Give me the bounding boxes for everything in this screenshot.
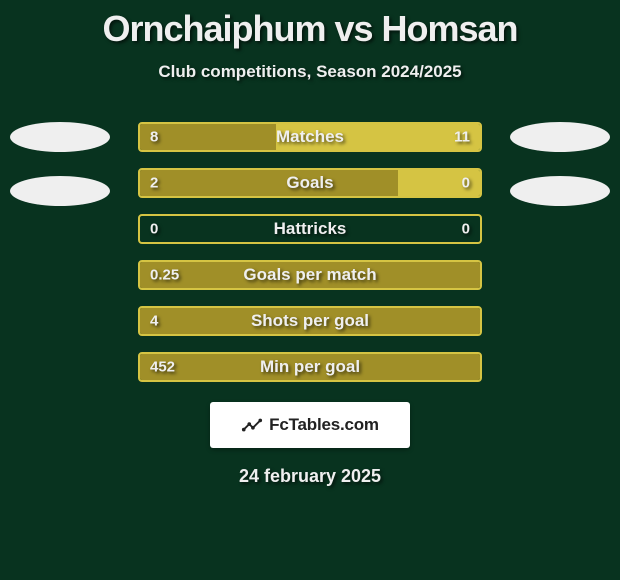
bar-row: Hattricks 0 0: [138, 214, 482, 244]
bar-value-left: 452: [150, 359, 175, 376]
team-b-logo-1: [510, 122, 610, 152]
date-label: 24 february 2025: [0, 466, 620, 487]
bar-label: Matches: [276, 127, 344, 147]
page-title: Ornchaiphum vs Homsan: [0, 0, 620, 50]
team-b-logo-2: [510, 176, 610, 206]
bar-value-left: 8: [150, 129, 158, 146]
team-a-logo-1: [10, 122, 110, 152]
bar-row: Shots per goal 4: [138, 306, 482, 336]
bar-label: Goals: [286, 173, 333, 193]
bar-row: Matches 8 11: [138, 122, 482, 152]
bar-segment-left: [140, 124, 276, 150]
chart-icon: [241, 414, 263, 436]
bar-label: Shots per goal: [251, 311, 369, 331]
bar-row: Goals 2 0: [138, 168, 482, 198]
badge-text: FcTables.com: [269, 415, 379, 435]
bar-label: Goals per match: [243, 265, 376, 285]
bar-label: Hattricks: [274, 219, 347, 239]
bar-value-left: 2: [150, 175, 158, 192]
bar-value-right: 0: [462, 221, 470, 238]
bar-value-right: 11: [454, 129, 470, 146]
source-badge: FcTables.com: [210, 402, 410, 448]
team-a-logo-2: [10, 176, 110, 206]
bar-value-right: 0: [462, 175, 470, 192]
bar-row: Min per goal 452: [138, 352, 482, 382]
comparison-bars: Matches 8 11 Goals 2 0 Hattricks 0 0 Goals per ma…: [138, 122, 482, 382]
subtitle: Club competitions, Season 2024/2025: [0, 62, 620, 82]
bar-value-left: 0.25: [150, 267, 179, 284]
bar-value-left: 0: [150, 221, 158, 238]
bar-label: Min per goal: [260, 357, 360, 377]
bar-segment-left: [140, 170, 398, 196]
bar-value-left: 4: [150, 313, 158, 330]
bar-row: Goals per match 0.25: [138, 260, 482, 290]
